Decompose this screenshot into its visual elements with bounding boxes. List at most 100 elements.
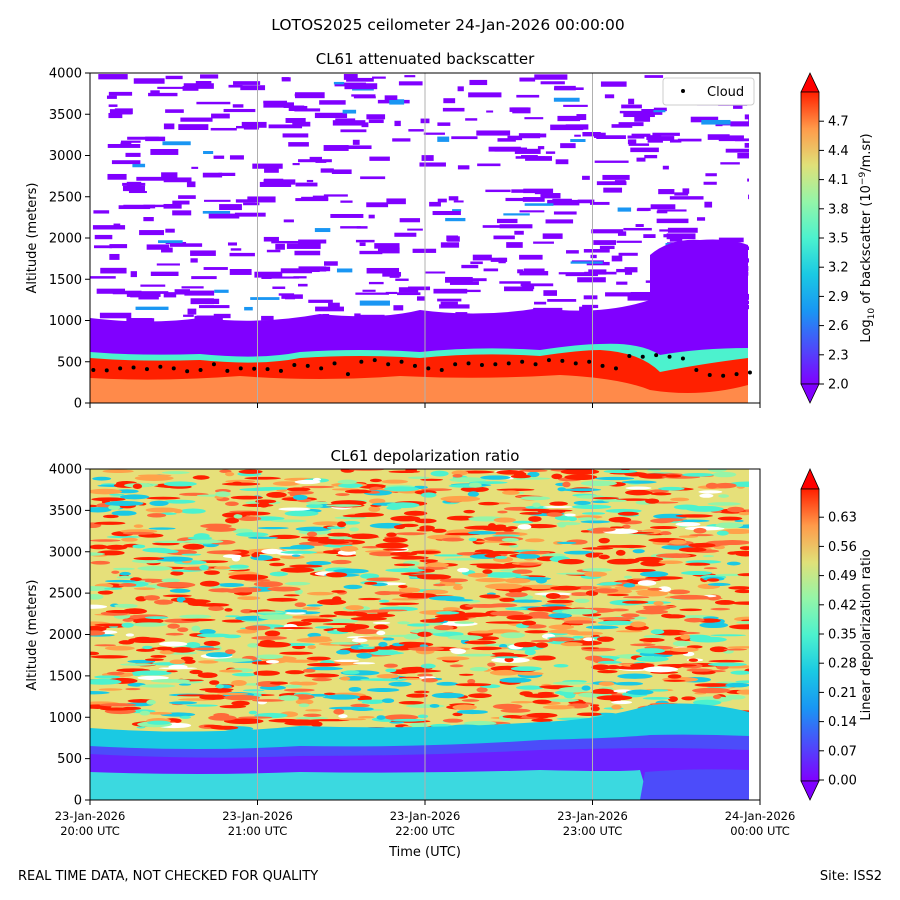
noise-streak — [90, 276, 116, 279]
depolarization-streak — [531, 718, 553, 722]
depolarization-streak — [653, 601, 664, 606]
depolarization-streak — [420, 663, 436, 669]
depolarization-streak — [361, 700, 383, 704]
depolarization-streak — [686, 668, 713, 672]
cloud-base-point — [573, 361, 578, 366]
depolarization-surface-right — [640, 769, 749, 800]
depolarization-streak — [557, 558, 585, 565]
noise-streak — [628, 98, 635, 105]
noise-streak — [120, 142, 132, 146]
cloud-base-point — [734, 372, 739, 377]
depolarization-streak — [482, 569, 493, 574]
noise-streak — [611, 255, 623, 262]
colorbar-tick-label: 3.5 — [828, 232, 849, 247]
noise-streak — [386, 198, 406, 205]
depolarization-streak — [223, 695, 261, 701]
depolarization-streak — [598, 681, 615, 686]
depolarization-streak — [672, 640, 691, 647]
depolarization-streak — [420, 492, 437, 498]
depolarization-streak — [603, 499, 627, 502]
depolarization-streak — [150, 678, 191, 683]
colorbar-gradient — [800, 91, 820, 385]
depolarization-streak — [499, 597, 515, 602]
depolarization-streak — [146, 496, 181, 500]
noise-streak — [617, 207, 632, 212]
depolarization-streak — [257, 526, 289, 530]
colorbar-bottom-extend — [800, 383, 820, 404]
noise-streak — [306, 179, 314, 183]
noise-streak — [407, 228, 423, 231]
noise-streak — [594, 160, 629, 163]
cloud-base-point — [546, 358, 551, 363]
depolarization-streak — [173, 509, 183, 514]
noise-streak — [264, 166, 279, 173]
depolarization-streak — [90, 625, 107, 632]
depolarization-streak — [225, 615, 240, 618]
noise-streak — [582, 175, 590, 180]
depolarization-streak — [348, 686, 362, 692]
noise-streak — [616, 240, 642, 243]
noise-streak — [190, 258, 198, 263]
depolarization-streak — [284, 609, 308, 613]
depolarization-streak — [393, 563, 416, 567]
depolarization-streak — [556, 541, 577, 545]
noise-streak — [602, 174, 630, 180]
depolarization-streak — [569, 592, 591, 597]
depolarization-streak — [133, 524, 144, 528]
x-tick-label-date: 23-Jan-2026 — [390, 809, 461, 823]
noise-streak — [404, 75, 416, 78]
noise-streak — [735, 138, 755, 142]
cloud-base-point — [587, 359, 592, 364]
legend-cloud-label: Cloud — [707, 85, 744, 100]
depolarization-streak — [199, 564, 209, 571]
cloud-base-point — [453, 362, 458, 367]
noise-streak — [263, 236, 279, 242]
noise-streak — [369, 156, 390, 161]
depolarization-streak — [463, 720, 497, 726]
noise-streak — [292, 163, 300, 166]
noise-streak — [618, 252, 638, 256]
noise-streak — [600, 81, 627, 87]
cloud-base-point — [439, 368, 444, 372]
depolarization-streak — [209, 680, 220, 685]
noise-streak — [120, 140, 141, 143]
depolarization-streak — [526, 712, 558, 718]
cloud-base-point — [506, 361, 511, 366]
depolarization-streak — [159, 650, 175, 655]
depolarization-streak — [225, 501, 239, 506]
depolarization-streak — [398, 700, 424, 705]
noise-streak — [356, 226, 368, 229]
depolarization-streak — [181, 553, 202, 556]
depolarization-streak — [332, 596, 342, 603]
depolarization-streak — [573, 500, 591, 505]
noise-streak — [623, 227, 652, 231]
depolarization-streak — [92, 476, 112, 481]
noise-streak — [272, 286, 286, 289]
depolarization-streak — [615, 544, 647, 548]
depolarization-streak — [621, 613, 640, 618]
noise-streak — [524, 117, 544, 120]
cloud-base-point — [560, 358, 565, 363]
colorbar-tick-label: 0.49 — [828, 569, 857, 584]
noise-streak — [123, 204, 156, 209]
noise-streak — [419, 162, 446, 167]
noise-streak — [553, 211, 577, 215]
noise-streak — [200, 74, 219, 79]
depolarization-colorbar-label: Linear depolarization ratio — [859, 549, 874, 720]
noise-streak — [627, 294, 654, 301]
colorbar-tick-label: 3.2 — [828, 261, 849, 276]
noise-streak — [230, 248, 242, 251]
noise-streak — [553, 97, 580, 102]
depolarization-streak — [449, 648, 462, 652]
noise-streak — [483, 268, 499, 272]
depolarization-streak — [280, 567, 315, 573]
x-tick-label-time: 00:00 UTC — [730, 824, 790, 838]
depolarization-streak — [385, 668, 397, 673]
noise-streak — [298, 159, 332, 163]
depolarization-streak — [675, 514, 713, 518]
depolarization-streak — [661, 613, 674, 618]
noise-streak — [344, 83, 378, 90]
depolarization-streak — [553, 664, 569, 668]
depolarization-streak — [403, 633, 421, 640]
noise-streak — [308, 299, 333, 303]
